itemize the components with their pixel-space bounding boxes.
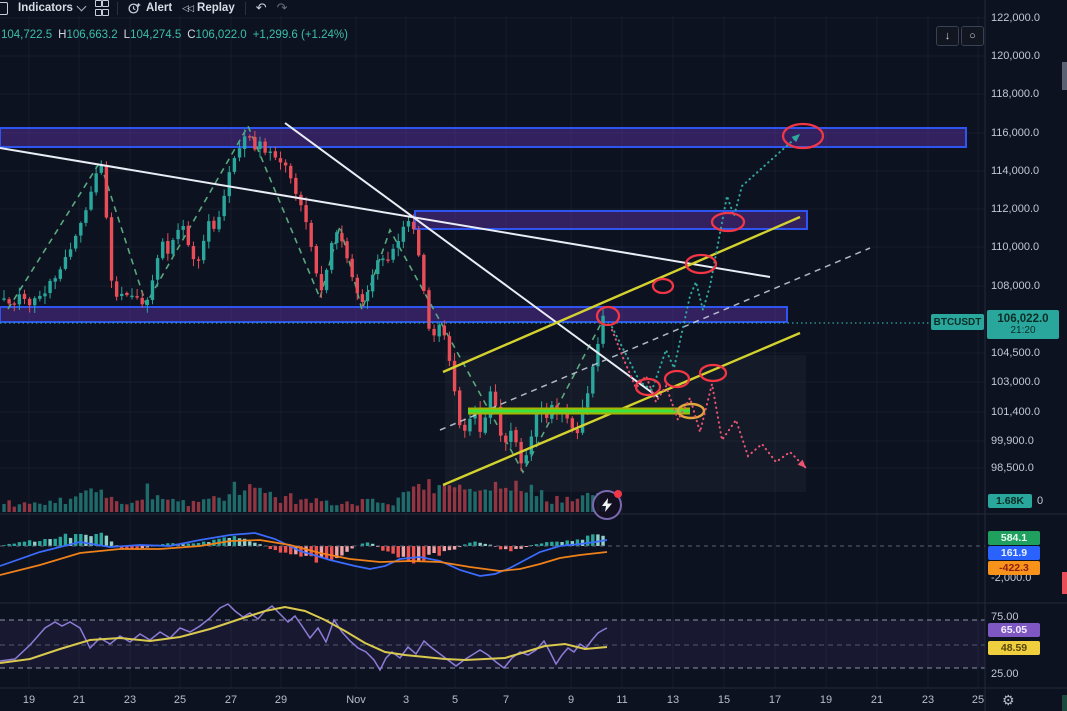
price-tick-label: 101,400.0 bbox=[991, 406, 1040, 418]
time-tick-label: 17 bbox=[768, 694, 782, 706]
layout-grid-icon bbox=[94, 0, 109, 16]
lightning-icon bbox=[602, 498, 612, 512]
price-tick-label: 108,000.0 bbox=[991, 280, 1040, 292]
time-tick-label: 3 bbox=[402, 694, 410, 706]
indicator-value-badge: 584.1 bbox=[988, 531, 1040, 545]
scrollbar-thumb bbox=[1062, 62, 1067, 90]
change-value: +1,299.6 (+1.24%) bbox=[252, 29, 348, 41]
time-tick-label: 13 bbox=[666, 694, 680, 706]
rsi-axis-label: 25.00 bbox=[991, 668, 1019, 680]
toolbar-separator bbox=[244, 1, 246, 15]
price-tick-label: 99,900.0 bbox=[991, 435, 1034, 447]
ohlc-readout: 104,722.5 H106,663.2 L104,274.5 C106,022… bbox=[1, 29, 348, 41]
time-tick-label: 27 bbox=[224, 694, 238, 706]
open-value: 104,722.5 bbox=[1, 29, 53, 41]
low-label: L bbox=[123, 29, 131, 41]
gear-icon[interactable]: ⚙ bbox=[1002, 692, 1015, 708]
low-value: 104,274.5 bbox=[130, 29, 182, 41]
lightning-marker[interactable] bbox=[592, 490, 622, 520]
indicator-value-badge: -422.3 bbox=[988, 561, 1040, 575]
alert-button[interactable]: Alert bbox=[128, 2, 172, 15]
replay-button[interactable]: ◁◁ Replay bbox=[182, 2, 235, 14]
price-tick-label: 104,500.0 bbox=[991, 347, 1040, 359]
rsi-axis-label: 75.00 bbox=[991, 611, 1019, 623]
time-tick-label: 11 bbox=[616, 694, 628, 706]
indicator-value-badge: 161.9 bbox=[988, 546, 1040, 560]
price-tick-label: 116,000.0 bbox=[991, 127, 1040, 139]
down-arrow-icon: ↓ bbox=[944, 30, 951, 42]
scroll-to-latest-button[interactable]: ↓ bbox=[936, 26, 959, 46]
volume-badge: 1.68K bbox=[988, 494, 1032, 508]
last-price-badge: 106,022.0 21:20 bbox=[987, 310, 1059, 339]
close-value: 106,022.0 bbox=[195, 29, 247, 41]
high-label: H bbox=[58, 29, 67, 41]
circle-icon: ○ bbox=[969, 30, 976, 42]
notification-dot-icon bbox=[614, 490, 622, 498]
time-tick-label: Nov bbox=[346, 694, 366, 706]
price-tick-label: 112,000.0 bbox=[991, 203, 1040, 215]
last-price-value: 106,022.0 bbox=[997, 312, 1049, 325]
price-tick-label: 98,500.0 bbox=[991, 462, 1034, 474]
time-tick-label: 7 bbox=[502, 694, 510, 706]
price-tick-label: 110,000.0 bbox=[991, 241, 1040, 253]
price-tick-label: 114,000.0 bbox=[991, 165, 1040, 177]
time-tick-label: 21 bbox=[72, 694, 86, 706]
undo-button[interactable]: ↶ bbox=[255, 0, 267, 15]
toolbar-separator bbox=[116, 1, 118, 15]
close-label: C bbox=[187, 29, 196, 41]
redo-button[interactable]: ↷ bbox=[276, 0, 288, 15]
time-tick-label: 25 bbox=[971, 694, 985, 706]
reset-view-button[interactable]: ○ bbox=[961, 26, 984, 46]
indicators-label: Indicators bbox=[18, 2, 73, 14]
time-tick-label: 19 bbox=[22, 694, 36, 706]
time-tick-label: 29 bbox=[274, 694, 288, 706]
indicator-templates-button[interactable] bbox=[94, 0, 109, 16]
alert-clock-icon bbox=[128, 2, 141, 14]
indicators-button[interactable]: Indicators bbox=[18, 1, 87, 14]
volume-zero-label: 0 bbox=[1037, 495, 1044, 507]
chevron-down-icon bbox=[76, 1, 87, 12]
chart-style-icon[interactable] bbox=[0, 1, 8, 15]
time-tick-label: 9 bbox=[567, 694, 575, 706]
macd-axis-label: -2,000.0 bbox=[991, 572, 1032, 584]
symbol-badge: BTCUSDT bbox=[931, 314, 984, 330]
scrollbar-marker-red bbox=[1062, 572, 1067, 594]
price-tick-label: 103,000.0 bbox=[991, 376, 1040, 388]
time-tick-label: 15 bbox=[717, 694, 731, 706]
price-tick-label: 118,000.0 bbox=[991, 88, 1040, 100]
time-tick-label: 19 bbox=[819, 694, 833, 706]
time-tick-label: 21 bbox=[870, 694, 884, 706]
scrollbar-marker-green bbox=[1062, 695, 1067, 711]
replay-rewind-icon: ◁◁ bbox=[182, 2, 194, 13]
time-tick-label: 25 bbox=[173, 694, 187, 706]
bar-countdown: 21:20 bbox=[1010, 325, 1036, 337]
high-value: 106,663.2 bbox=[66, 29, 118, 41]
time-tick-label: 5 bbox=[451, 694, 459, 706]
price-tick-label: 122,000.0 bbox=[991, 12, 1040, 24]
indicator-value-badge: 48.59 bbox=[988, 641, 1040, 655]
alert-label: Alert bbox=[145, 2, 173, 14]
price-tick-label: 120,000.0 bbox=[991, 50, 1040, 62]
top-toolbar: Indicators Alert ◁◁ Replay ↶ ↷ bbox=[0, 0, 288, 16]
indicator-value-badge: 65.05 bbox=[988, 623, 1040, 637]
time-tick-label: 23 bbox=[921, 694, 935, 706]
price-axis[interactable]: 122,000.0 120,000.0 118,000.0 116,000.0 114,… bbox=[985, 0, 1067, 711]
time-tick-label: 23 bbox=[123, 694, 137, 706]
replay-label: Replay bbox=[197, 2, 235, 14]
